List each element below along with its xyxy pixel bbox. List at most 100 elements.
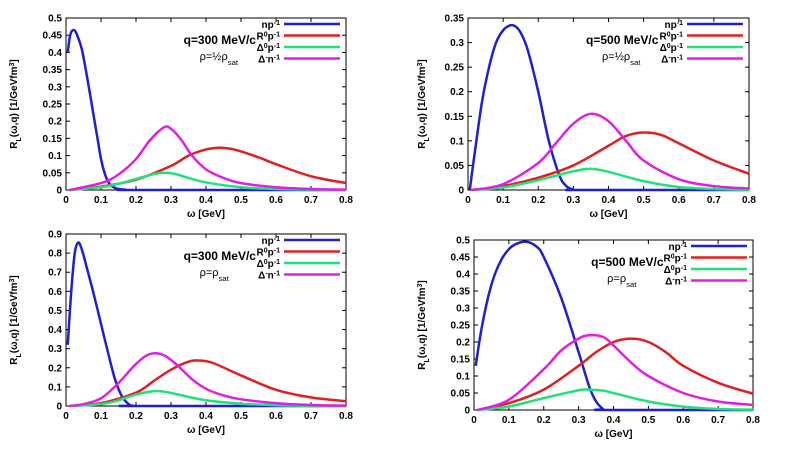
series-line-Δ-n-1 xyxy=(69,352,347,408)
y-tick-label: 0.3 xyxy=(456,304,470,315)
x-tick-label: 0.5 xyxy=(234,195,248,206)
x-tick-label: 0.5 xyxy=(234,411,248,422)
x-tick-label: 0.4 xyxy=(607,415,621,426)
legend-entry-label: np-1 xyxy=(262,236,281,248)
legend-entry-label: Δ-n-1 xyxy=(665,276,687,288)
legend-entry-label: R0p-1 xyxy=(257,247,281,259)
series-line-R0p-1 xyxy=(69,359,347,408)
y-tick-label: 0.2 xyxy=(48,117,62,128)
series-line-np-1 xyxy=(474,240,753,412)
series-line-np-1 xyxy=(468,23,749,192)
y-tick-label: 0.35 xyxy=(43,65,63,76)
panel-annotation: q=500 MeV/c xyxy=(591,255,664,269)
y-tick-label: 0.25 xyxy=(445,63,465,74)
x-tick-label: 0.4 xyxy=(199,411,213,422)
y-tick-label: 0.4 xyxy=(48,325,62,336)
y-tick-label: 0.3 xyxy=(450,38,464,49)
x-tick-label: 0.7 xyxy=(304,411,318,422)
y-tick-label: 0 xyxy=(458,186,464,197)
y-tick-label: 0.15 xyxy=(445,112,465,123)
y-tick-label: 0.15 xyxy=(451,355,471,366)
y-tick-label: 0.35 xyxy=(451,287,471,298)
y-tick-label: 0.3 xyxy=(48,344,62,355)
x-tick-label: 0.6 xyxy=(676,415,690,426)
legend-entry-label: np-1 xyxy=(665,20,684,32)
x-tick-label: 0 xyxy=(471,415,477,426)
chart-panel-3: 0 0.1 0.2 0.3 0.4 0.5 0.6 0.7 0.8 0 0.1 0.2 0.3 0.4 0.… xyxy=(9,230,354,437)
x-tick-label: 0.2 xyxy=(537,415,551,426)
y-tick-label: 0.1 xyxy=(450,136,464,147)
y-tick-label: 0.05 xyxy=(43,168,63,179)
panel-annotation: q=300 MeV/c xyxy=(184,33,257,47)
y-tick-label: 0.2 xyxy=(456,338,470,349)
chart-panel-4: 0 0.1 0.2 0.3 0.4 0.5 0.6 0.7 0.8 0 0.05 0.1 0.15 0.2… xyxy=(417,236,761,441)
x-tick-label: 0.2 xyxy=(129,411,143,422)
series-line-Δ0p-1 xyxy=(477,388,754,412)
series-line-Δ0p-1 xyxy=(69,171,347,192)
series-line-Δ0p-1 xyxy=(69,389,347,408)
y-tick-label: 0.5 xyxy=(48,14,62,25)
series-line-Δ-n-1 xyxy=(69,125,347,192)
y-tick-label: 0.6 xyxy=(48,287,62,298)
y-tick-label: 0.4 xyxy=(48,48,62,59)
series-line-Δ0p-1 xyxy=(471,167,750,192)
legend-entry-label: np-1 xyxy=(669,242,688,254)
x-tick-label: 0.5 xyxy=(637,195,651,206)
x-tick-label: 0.7 xyxy=(707,195,721,206)
y-tick-label: 0.9 xyxy=(48,230,62,241)
y-tick-label: 0.1 xyxy=(48,382,62,393)
x-tick-label: 0.7 xyxy=(711,415,725,426)
y-tick-label: 0.15 xyxy=(43,134,63,145)
x-tick-label: 0.1 xyxy=(496,195,510,206)
x-tick-label: 0.6 xyxy=(269,195,283,206)
y-tick-label: 0.7 xyxy=(48,268,62,279)
y-tick-label: 0.1 xyxy=(456,372,470,383)
series-line-np-1 xyxy=(66,28,346,192)
y-tick-label: 0.25 xyxy=(451,321,471,332)
x-tick-label: 0 xyxy=(63,195,69,206)
x-axis-label: ω [GeV] xyxy=(187,425,225,436)
y-tick-label: 0.05 xyxy=(445,161,465,172)
x-tick-label: 0.1 xyxy=(94,411,108,422)
density-label: ρ=ρsat xyxy=(200,267,230,283)
y-tick-label: 0.1 xyxy=(48,151,62,162)
series-line-np-1 xyxy=(66,241,346,408)
legend-entry-label: Δ0p-1 xyxy=(257,259,281,271)
x-tick-label: 0.3 xyxy=(164,411,178,422)
x-tick-label: 0.3 xyxy=(572,415,586,426)
series-line-Δ-n-1 xyxy=(471,112,750,192)
y-tick-label: 0.3 xyxy=(48,82,62,93)
chart-panel-2: 0 0.1 0.2 0.3 0.4 0.5 0.6 0.7 0.8 0 0.05 0.1 0.15 0.2… xyxy=(417,14,757,221)
legend-entry-label: R0p-1 xyxy=(257,31,281,43)
x-tick-label: 0.8 xyxy=(742,195,756,206)
legend-entry-label: R0p-1 xyxy=(664,253,688,265)
y-tick-label: 0.2 xyxy=(48,363,62,374)
x-tick-label: 0.3 xyxy=(566,195,580,206)
y-axis-label: RL(ω,q) [1/GeVfm3] xyxy=(9,59,23,148)
x-tick-label: 0.4 xyxy=(199,195,213,206)
density-label: ρ=½ρsat xyxy=(602,51,641,67)
y-axis-label: RL(ω,q) [1/GeVfm3] xyxy=(9,275,23,364)
panel-annotation: q=500 MeV/c xyxy=(586,33,659,47)
y-tick-label: 0.5 xyxy=(48,306,62,317)
y-tick-label: 0.5 xyxy=(456,236,470,247)
series-line-R0p-1 xyxy=(477,337,754,412)
x-tick-label: 0.8 xyxy=(339,195,353,206)
x-tick-label: 0.7 xyxy=(304,195,318,206)
x-axis-label: ω [GeV] xyxy=(590,209,628,220)
x-tick-label: 0 xyxy=(465,195,471,206)
x-tick-label: 0.6 xyxy=(269,411,283,422)
x-tick-label: 0.8 xyxy=(339,411,353,422)
x-tick-label: 0.8 xyxy=(746,415,760,426)
y-tick-label: 0.05 xyxy=(451,389,471,400)
series-line-Δ-n-1 xyxy=(477,333,754,412)
x-tick-label: 0.6 xyxy=(672,195,686,206)
y-tick-label: 0 xyxy=(464,406,470,417)
y-tick-label: 0.2 xyxy=(450,87,464,98)
legend-entry-label: Δ-n-1 xyxy=(258,54,280,66)
legend-entry-label: Δ-n-1 xyxy=(661,54,683,66)
panel-annotation: q=300 MeV/c xyxy=(184,249,257,263)
chart-panel-1: 0 0.1 0.2 0.3 0.4 0.5 0.6 0.7 0.8 0 0.05 0.1 0.15 0.2… xyxy=(9,14,354,221)
x-tick-label: 0 xyxy=(63,411,69,422)
